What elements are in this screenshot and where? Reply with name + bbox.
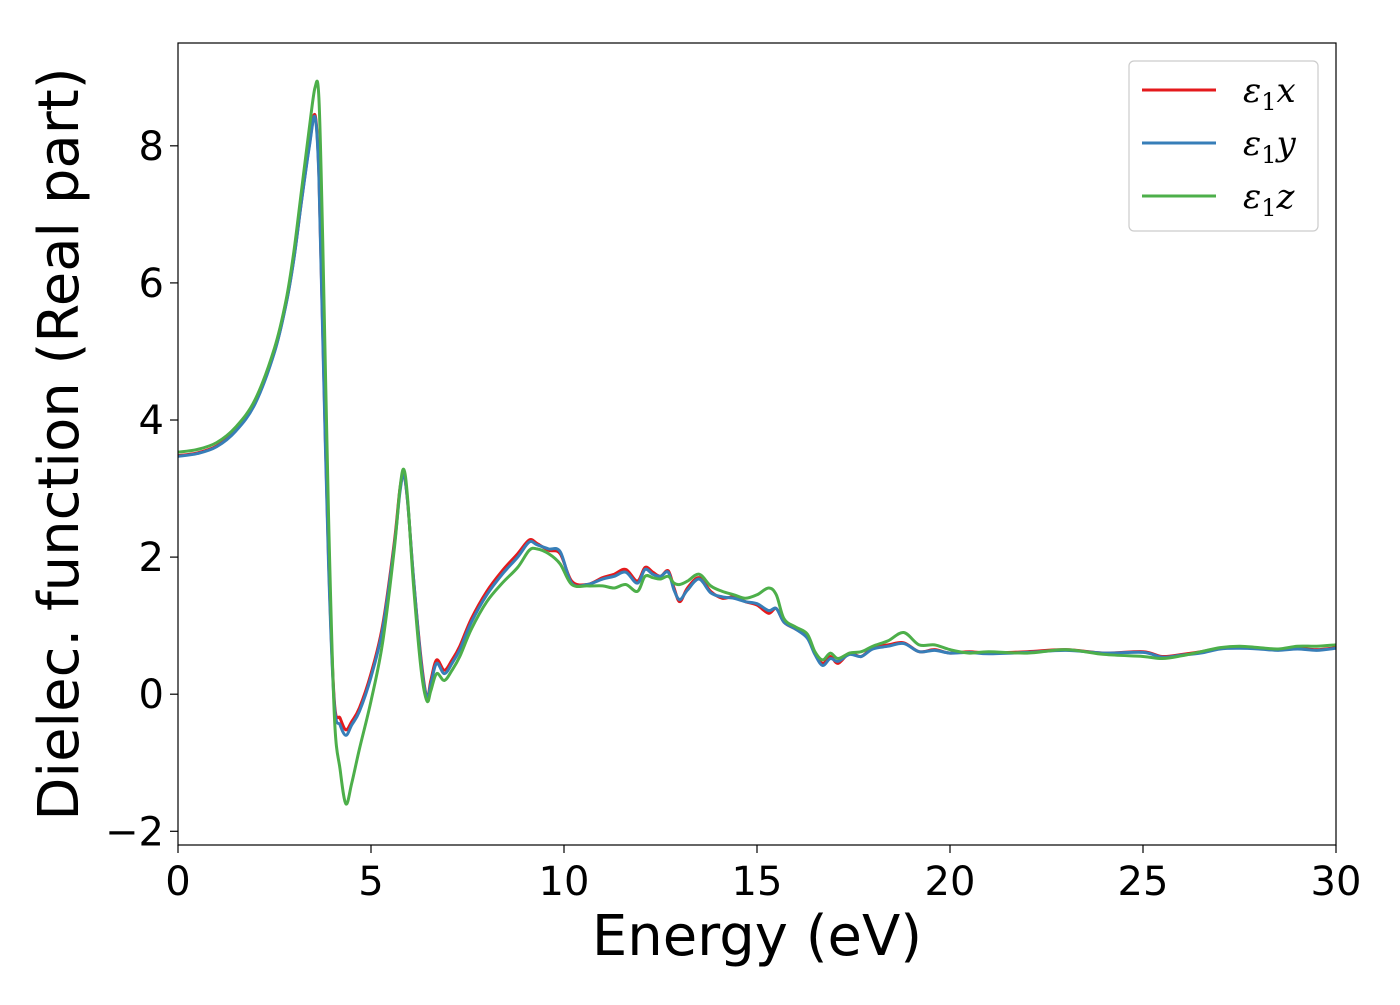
y-axis-title: Dielec. function (Real part) — [27, 67, 92, 820]
y-tick-label: 2 — [139, 535, 164, 581]
series-line-z — [178, 79, 1336, 806]
x-tick-label: 15 — [732, 859, 783, 905]
y-tick-label: 8 — [139, 124, 164, 170]
x-tick-label: 30 — [1311, 859, 1362, 905]
x-axis-ticks: 0 5 10 15 20 25 30 — [165, 845, 1361, 905]
legend-label-y: ε1y — [1243, 124, 1297, 169]
x-tick-label: 20 — [925, 859, 976, 905]
y-tick-label: −2 — [105, 809, 164, 855]
x-tick-label: 0 — [165, 859, 190, 905]
x-tick-label: 10 — [539, 859, 590, 905]
y-tick-label: 6 — [139, 261, 164, 307]
legend-label-z: ε1z — [1243, 177, 1296, 222]
x-axis-title: Energy (eV) — [592, 904, 922, 969]
y-tick-label: 0 — [139, 672, 164, 718]
x-tick-label: 25 — [1118, 859, 1169, 905]
y-tick-label: 4 — [139, 398, 164, 444]
legend: ε1x ε1y ε1z — [1128, 60, 1319, 232]
y-axis-ticks: −2 0 2 4 6 8 — [105, 124, 178, 855]
legend-label-x: ε1x — [1243, 71, 1296, 116]
series-layer — [178, 79, 1336, 806]
x-tick-label: 5 — [358, 859, 383, 905]
legend-box — [1128, 60, 1319, 232]
